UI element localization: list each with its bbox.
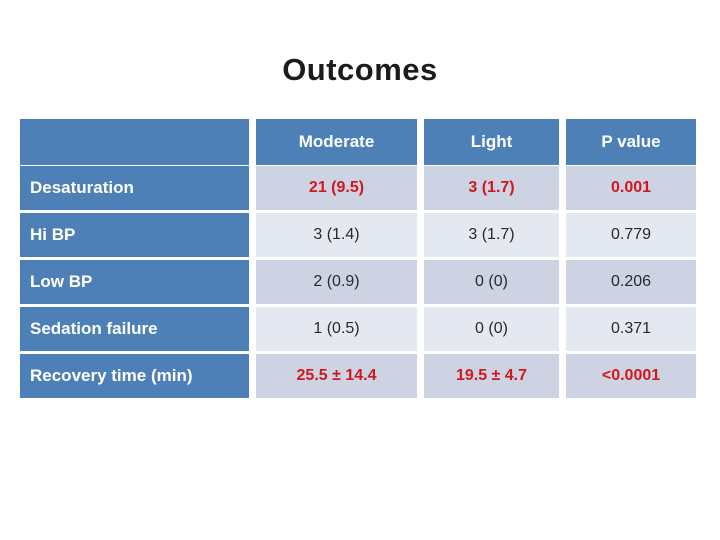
cell-desaturation-light: 3 (1.7) [424,166,559,210]
cell-recovery-time-moderate: 25.5 ± 14.4 [256,354,417,398]
cell-hi-bp-moderate: 3 (1.4) [256,213,417,257]
cell-low-bp-pvalue: 0.206 [566,260,696,304]
outcomes-table: Moderate Light P value Desaturation 21 (… [20,119,696,398]
cell-sedation-failure-moderate: 1 (0.5) [256,307,417,351]
cell-recovery-time-pvalue: <0.0001 [566,354,696,398]
row-label-hi-bp: Hi BP [20,213,249,257]
cell-desaturation-moderate: 21 (9.5) [256,166,417,210]
cell-hi-bp-pvalue: 0.779 [566,213,696,257]
cell-recovery-time-light: 19.5 ± 4.7 [424,354,559,398]
cell-hi-bp-light: 3 (1.7) [424,213,559,257]
row-label-low-bp: Low BP [20,260,249,304]
table-header-blank [20,119,249,165]
cell-desaturation-pvalue: 0.001 [566,166,696,210]
cell-low-bp-light: 0 (0) [424,260,559,304]
row-label-sedation-failure: Sedation failure [20,307,249,351]
cell-sedation-failure-pvalue: 0.371 [566,307,696,351]
cell-sedation-failure-light: 0 (0) [424,307,559,351]
cell-low-bp-moderate: 2 (0.9) [256,260,417,304]
slide-title: Outcomes [282,52,438,87]
row-label-recovery-time: Recovery time (min) [20,354,249,398]
row-label-desaturation: Desaturation [20,166,249,210]
table-header-pvalue: P value [566,119,696,165]
table-header-light: Light [424,119,559,165]
table-header-moderate: Moderate [256,119,417,165]
